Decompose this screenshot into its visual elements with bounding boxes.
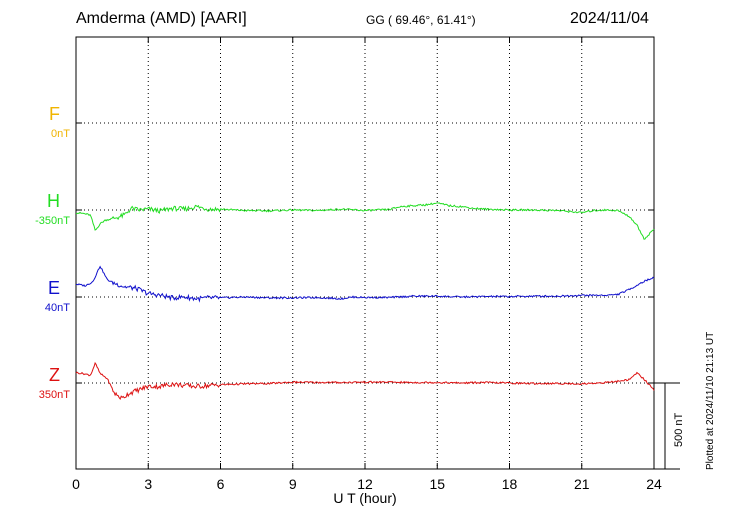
series-label-f: F bbox=[49, 104, 60, 124]
x-tick-label: 21 bbox=[574, 476, 590, 492]
x-axis-ticks: 0 3 6 9 12 15 18 21 24 bbox=[72, 37, 662, 492]
station-title: Amderma (AMD) [AARI] bbox=[76, 10, 247, 27]
plotted-timestamp: Plotted at 2024/11/10 21:13 UT bbox=[705, 331, 716, 470]
baseline-label-f: 0nT bbox=[51, 128, 70, 140]
series-label-h: H bbox=[47, 191, 60, 211]
baseline-label-h: -350nT bbox=[35, 215, 70, 227]
geo-coords: GG ( 69.46°, 61.41°) bbox=[366, 13, 476, 27]
chart-date: 2024/11/04 bbox=[570, 10, 649, 27]
x-tick-label: 15 bbox=[429, 476, 445, 492]
scale-bar-label: 500 nT bbox=[673, 412, 685, 447]
traces bbox=[75, 202, 655, 401]
scale-bar bbox=[654, 382, 680, 470]
x-axis-label: U T (hour) bbox=[333, 490, 397, 506]
x-tick-label: 24 bbox=[646, 476, 662, 492]
grid-lines bbox=[76, 37, 654, 469]
x-tick-label: 0 bbox=[72, 476, 80, 492]
x-tick-label: 12 bbox=[357, 476, 373, 492]
x-tick-label: 6 bbox=[217, 476, 225, 492]
baseline-label-e: 40nT bbox=[44, 302, 70, 314]
series-label-e: E bbox=[47, 278, 60, 298]
x-tick-label: 18 bbox=[502, 476, 518, 492]
x-tick-label: 3 bbox=[144, 476, 152, 492]
x-tick-label: 9 bbox=[289, 476, 297, 492]
series-line-h bbox=[76, 202, 655, 240]
baseline-label-z: 350nT bbox=[38, 389, 70, 401]
series-label-z: Z bbox=[49, 365, 60, 385]
series-line-z bbox=[75, 361, 655, 401]
series-line-e bbox=[75, 265, 655, 303]
